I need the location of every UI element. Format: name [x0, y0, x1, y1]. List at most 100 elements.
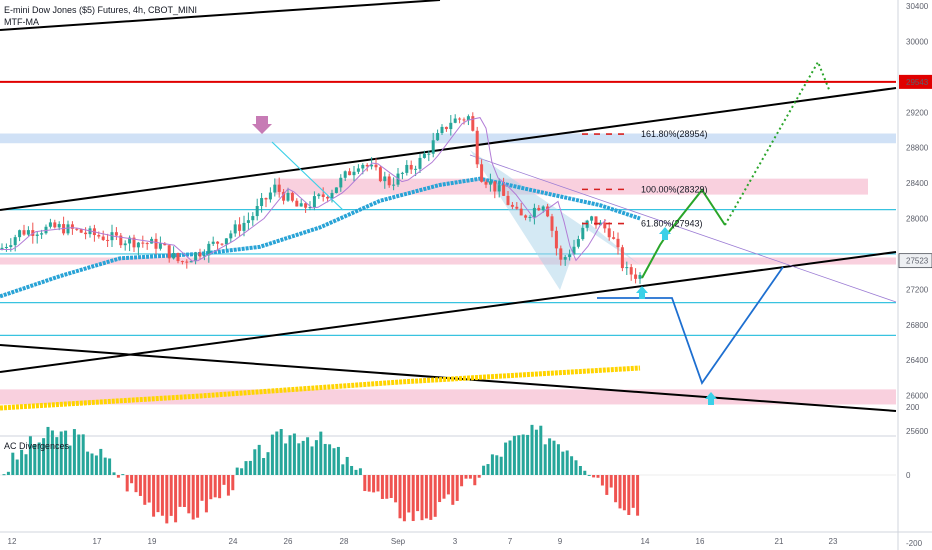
candle-body — [268, 192, 272, 200]
ac-bar — [209, 475, 213, 500]
ac-bar — [156, 475, 160, 513]
candle-body — [229, 233, 233, 239]
ac-bar — [636, 475, 640, 516]
candle-body — [0, 247, 4, 250]
ac-bar — [477, 475, 481, 478]
ac-bar — [297, 443, 301, 475]
ac-bar — [534, 429, 538, 475]
trendlines-layer — [0, 0, 897, 412]
candle-body — [440, 126, 444, 134]
ac-bar — [240, 468, 244, 475]
candle-body — [216, 241, 220, 244]
ac-bar — [433, 475, 437, 517]
ac-bar — [336, 446, 340, 475]
candle-body — [524, 215, 528, 218]
ac-bar — [248, 460, 252, 475]
candle-body — [4, 246, 8, 248]
time-tick: 12 — [8, 537, 17, 546]
ac-bar — [631, 475, 635, 508]
yellow-ma-line — [0, 365, 641, 411]
ac-bar — [288, 435, 292, 475]
candle-body — [189, 261, 193, 263]
candle-body — [510, 204, 514, 207]
candle-body — [572, 246, 576, 255]
ac-bar — [262, 458, 266, 475]
trendline-4 — [469, 154, 897, 303]
candle-body — [172, 253, 176, 259]
candle-body — [326, 196, 330, 199]
candle-body — [502, 185, 506, 196]
candle-body — [66, 224, 70, 234]
ac-bar — [521, 434, 525, 475]
ac-bar — [279, 429, 283, 475]
fib-label-2: 61.80%(27943) — [641, 219, 703, 229]
slow-ma-layer — [0, 176, 641, 299]
ac-bar — [94, 455, 98, 475]
candle-body — [488, 181, 492, 185]
candle-body — [26, 230, 30, 235]
candle-body — [79, 229, 83, 233]
ac-bar — [587, 474, 591, 476]
candle-body — [541, 206, 545, 211]
candle-body — [295, 200, 299, 207]
ac-bar — [517, 435, 521, 475]
candle-body — [84, 232, 88, 235]
candle-body — [176, 253, 180, 262]
candle-body — [48, 222, 52, 227]
ac-bar — [314, 440, 318, 475]
ac-bar — [592, 475, 596, 478]
candle-body — [132, 237, 136, 248]
candle-body — [180, 261, 184, 263]
up-arrow-icon — [636, 286, 648, 299]
candle-body — [528, 216, 532, 218]
ac-bar — [147, 475, 151, 503]
candle-body — [40, 233, 44, 235]
ac-bar — [473, 475, 477, 486]
price-tick: 26000 — [906, 392, 929, 401]
price-tick: 28000 — [906, 215, 929, 224]
fib-label-0: 161.80%(28954) — [641, 129, 708, 139]
ac-bar — [543, 444, 547, 475]
price-tick: 26400 — [906, 356, 929, 365]
candle-body — [101, 236, 105, 240]
ac-bar — [213, 475, 217, 498]
ac-bar — [402, 475, 406, 522]
candle-body — [625, 267, 629, 269]
ac-bar — [116, 475, 120, 478]
candle-body — [290, 192, 294, 201]
price-tick: 29200 — [906, 108, 929, 117]
ac-bar — [424, 475, 428, 519]
ac-bar — [367, 475, 371, 492]
ac-bar — [310, 446, 314, 475]
ac-bar — [257, 444, 261, 475]
ac-bar — [191, 475, 195, 520]
candle-body — [537, 207, 541, 211]
ac-bar — [306, 437, 310, 475]
up-arrow-icon — [659, 227, 671, 240]
candle-body — [554, 230, 558, 249]
candle-body — [246, 220, 250, 223]
candle-body — [576, 239, 580, 247]
candle-body — [422, 153, 426, 158]
ac-bar — [108, 458, 112, 475]
ac-bar — [398, 475, 402, 519]
candle-body — [321, 194, 325, 197]
ac-bar — [11, 452, 15, 475]
candle-body — [352, 171, 356, 176]
candles-layer — [0, 112, 642, 284]
candle-body — [462, 119, 466, 121]
trendline-0 — [0, 0, 441, 31]
ac-bar — [50, 430, 54, 475]
ac-bar — [350, 465, 354, 475]
ac-bar — [380, 475, 384, 499]
candle-body — [598, 222, 602, 226]
indicator-tick: -200 — [906, 539, 923, 548]
ac-bar — [319, 431, 323, 475]
ac-bar — [244, 461, 248, 475]
ac-bar — [20, 449, 24, 475]
price-tag-box — [899, 74, 932, 89]
candle-body — [431, 140, 435, 154]
candle-body — [444, 126, 448, 130]
ac-bar — [284, 443, 288, 475]
